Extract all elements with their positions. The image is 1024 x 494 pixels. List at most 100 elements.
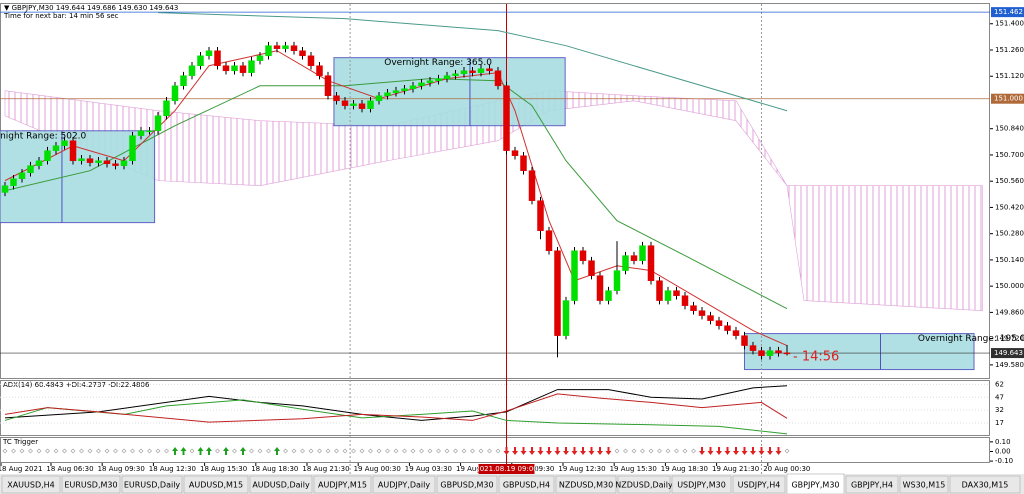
candle-body	[639, 245, 646, 261]
x-tick-label: 19 Aug 15:30	[610, 465, 657, 473]
tab-label[interactable]: GBPJPY,H4	[851, 481, 893, 490]
x-tick-label: 19 Aug 00:30	[354, 465, 401, 473]
moving-average	[157, 12, 788, 112]
candle-body	[197, 55, 204, 66]
range-label: Overnight Range: 502.0	[0, 131, 87, 141]
candle-body	[35, 160, 43, 166]
tab-label[interactable]: GBPUSD,H4	[503, 481, 550, 490]
tab[interactable]	[313, 475, 372, 494]
tc-arrow-down	[733, 447, 739, 455]
tab-label[interactable]: EURUSD,M30	[64, 481, 117, 490]
tc-neutral	[325, 448, 331, 454]
tc-neutral	[19, 448, 25, 454]
candle-body	[707, 315, 714, 321]
tc-arrow-down	[707, 447, 714, 455]
tc-neutral	[232, 448, 237, 454]
candle-body	[341, 100, 349, 106]
tab-label[interactable]: DAX30,M15	[962, 481, 1009, 490]
candle-body	[520, 155, 527, 171]
candle-body	[103, 160, 111, 165]
candle-body	[511, 150, 519, 156]
y-tick-label: 150.700	[995, 151, 1024, 159]
candle-body	[44, 150, 51, 162]
tab[interactable]	[949, 475, 1021, 494]
tab-label[interactable]: WS30,M15	[903, 481, 946, 490]
candle-body	[180, 75, 187, 87]
tab-label[interactable]: EURUSD,Daily	[124, 481, 181, 490]
candle-body	[112, 163, 119, 166]
tab-label[interactable]: NZDUSD,Daily	[615, 481, 673, 490]
tab[interactable]	[121, 475, 183, 494]
tab-label[interactable]: NZDUSD,M30	[559, 481, 613, 490]
tab-label[interactable]: AUDUSD,Daily	[252, 481, 310, 490]
candle-body	[401, 88, 408, 91]
candle-body	[375, 95, 383, 102]
candle-body	[562, 300, 570, 336]
tc-arrow-up	[223, 447, 229, 455]
tc-neutral	[436, 448, 441, 454]
candle-body	[545, 230, 553, 251]
tab-label[interactable]: USDJPY,M30	[677, 481, 726, 490]
tab[interactable]	[498, 475, 555, 494]
tab[interactable]	[61, 475, 121, 494]
candle-body	[205, 50, 213, 57]
tab-label[interactable]: XAUUSD,H4	[7, 481, 55, 490]
tc-neutral	[674, 448, 679, 454]
tab[interactable]	[671, 475, 732, 494]
candle-body	[18, 172, 26, 180]
tab-label[interactable]: GBPJPY,M30	[791, 481, 839, 490]
tc-arrow-down	[750, 447, 756, 455]
tab[interactable]	[617, 475, 671, 494]
tab[interactable]	[183, 475, 249, 494]
tab[interactable]	[436, 475, 498, 494]
candle-body	[1, 185, 9, 193]
candle-body	[307, 55, 315, 66]
candle-body	[588, 260, 595, 276]
candle-body	[10, 178, 17, 186]
tc-arrow-down	[537, 447, 544, 455]
candle-body	[690, 305, 697, 311]
candle-body	[418, 82, 425, 87]
tc-neutral	[691, 448, 696, 454]
tab-label[interactable]: USDJPY,H4	[738, 481, 781, 490]
tc-arrow-down	[520, 447, 527, 455]
tab-label[interactable]: GBPUSD,M30	[440, 481, 493, 490]
tab-label[interactable]: AUDJPY,Daily	[378, 481, 430, 490]
tab[interactable]	[899, 475, 949, 494]
candle-body	[163, 100, 170, 117]
tab-label[interactable]: AUDUSD,M15	[189, 481, 243, 490]
candle-body	[732, 330, 740, 336]
tc-arrow-down	[716, 447, 722, 455]
candle-body	[579, 250, 587, 261]
tab[interactable]	[732, 475, 786, 494]
x-tick-label: 18 Aug 15:30	[200, 465, 247, 473]
tc-neutral	[164, 448, 169, 454]
tab[interactable]	[372, 475, 436, 494]
x-tick-label: 18 Aug 2021	[0, 465, 42, 473]
x-tick-label: 18 Aug 12:30	[149, 465, 196, 473]
tab[interactable]	[555, 475, 617, 494]
tab[interactable]	[786, 473, 845, 494]
candle-body	[715, 320, 723, 326]
tab-label[interactable]: AUDJPY,M15	[318, 481, 367, 490]
tc-neutral	[478, 448, 484, 454]
tc-arrow-down	[571, 447, 578, 455]
candle-body	[443, 75, 451, 79]
tab[interactable]	[1, 475, 61, 494]
tc-arrow-down	[546, 447, 552, 455]
candle-body	[69, 140, 77, 162]
candle-body	[154, 115, 162, 132]
tc-neutral	[623, 448, 628, 454]
candle-body	[435, 78, 442, 81]
tc-neutral	[317, 448, 322, 454]
candle-body	[494, 70, 502, 87]
tc-neutral	[682, 448, 688, 454]
candle-body	[137, 130, 145, 136]
y-tick-label: 151.400	[995, 20, 1024, 28]
candle-body	[698, 310, 706, 316]
tc-neutral	[665, 448, 671, 454]
tab[interactable]	[845, 475, 899, 494]
tc-neutral	[249, 448, 254, 454]
candle-body	[783, 352, 791, 355]
tab[interactable]	[249, 475, 313, 494]
